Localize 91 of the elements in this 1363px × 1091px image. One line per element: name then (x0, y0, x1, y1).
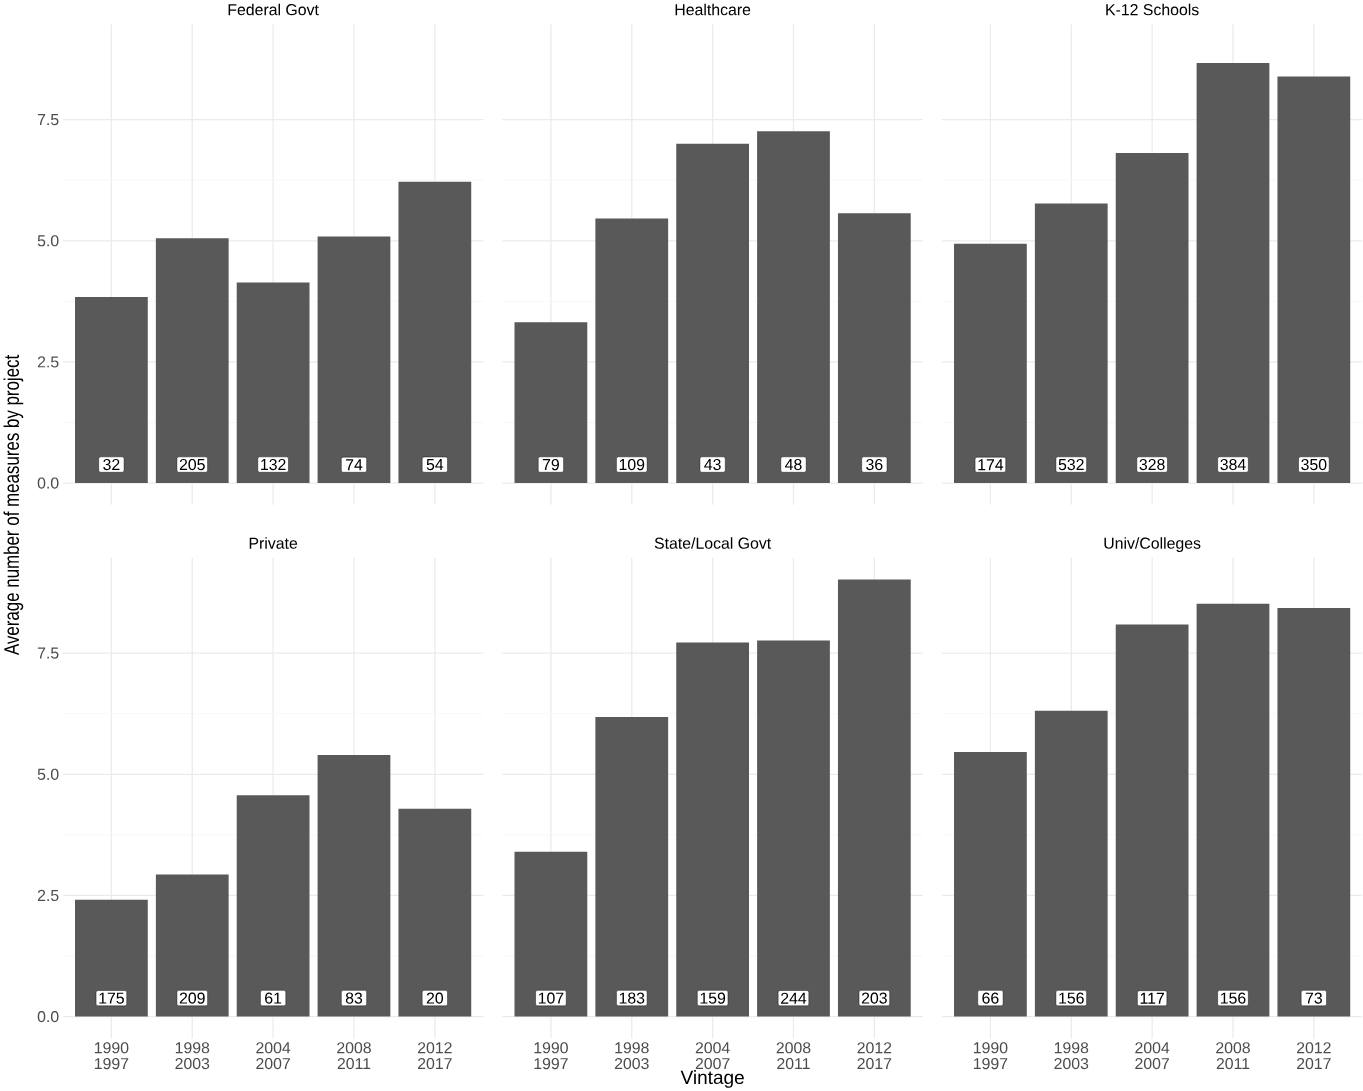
bar (1115, 624, 1189, 1017)
x-tick-label: 2008 2011 (1216, 1041, 1250, 1070)
annotation: 83 (345, 992, 363, 1004)
x-tick-label: 1998 2003 (175, 1041, 210, 1070)
bar (676, 642, 750, 1017)
bar (317, 236, 391, 483)
x-tick-label: 2004 2007 (1135, 1041, 1170, 1070)
y-tick-label: 0.0 (37, 477, 59, 489)
y-tick-label: 5.0 (37, 768, 59, 780)
y-tick-label: 7.5 (37, 113, 59, 125)
annotation: 109 (619, 458, 645, 470)
y-tick-label: 7.5 (37, 647, 59, 659)
bar (155, 874, 229, 1017)
bar (398, 181, 472, 483)
bar (954, 243, 1027, 483)
annotation: 117 (1140, 992, 1164, 1004)
x-axis-title: Vintage (680, 1069, 744, 1088)
bar (1196, 62, 1270, 483)
bar (75, 899, 148, 1017)
bar (155, 238, 229, 483)
x-tick-label: 2008 2011 (337, 1041, 371, 1070)
chart-title: Univ/Colleges (1104, 537, 1201, 552)
annotation: 384 (1220, 458, 1246, 470)
x-tick-label: 2012 2017 (418, 1041, 452, 1070)
annotation: 107 (538, 992, 564, 1004)
y-axis-title: Average number of measures by project (3, 354, 24, 655)
bar (1034, 203, 1108, 483)
x-tick-label: 1998 2003 (614, 1041, 649, 1070)
x-tick-label: 1990 1997 (94, 1041, 129, 1070)
annotation: 36 (866, 458, 883, 470)
bar (837, 579, 911, 1017)
bar (1196, 603, 1270, 1017)
annotation: 350 (1301, 458, 1327, 470)
bar (236, 282, 310, 483)
annotation: 244 (781, 992, 807, 1004)
annotation: 79 (542, 458, 559, 470)
x-tick-label: 1990 1997 (973, 1041, 1008, 1070)
annotation: 183 (619, 992, 645, 1004)
annotation: 73 (1305, 992, 1322, 1004)
bar (1115, 152, 1189, 483)
annotation: 61 (265, 992, 282, 1004)
x-tick-label: 2012 2017 (1297, 1041, 1331, 1070)
bar (757, 131, 830, 483)
annotation: 209 (179, 992, 205, 1004)
annotation: 156 (1220, 992, 1246, 1004)
y-tick-label: 5.0 (37, 234, 59, 247)
annotation: 156 (1059, 992, 1084, 1004)
bar (398, 808, 472, 1017)
annotation: 32 (103, 458, 120, 470)
bar (236, 794, 310, 1017)
annotation: 66 (982, 992, 999, 1004)
annotation: 174 (978, 459, 1004, 470)
bar (757, 640, 830, 1017)
annotation: 20 (426, 992, 444, 1004)
y-tick-label: 2.5 (37, 889, 59, 901)
annotation: 175 (99, 992, 124, 1004)
bar (954, 751, 1027, 1017)
x-tick-label: 2012 2017 (857, 1041, 892, 1070)
chart-title: K-12 Schools (1106, 3, 1199, 16)
bar (595, 716, 669, 1017)
bar (317, 754, 391, 1017)
bar (514, 322, 588, 483)
annotation: 43 (704, 458, 721, 470)
annotation: 205 (179, 458, 205, 470)
annotation: 328 (1139, 458, 1165, 470)
annotation: 132 (261, 458, 286, 470)
annotation: 48 (785, 458, 802, 470)
bar (837, 212, 911, 483)
x-tick-label: 2004 2007 (695, 1041, 730, 1070)
annotation: 203 (861, 992, 887, 1004)
chart-title: Private (249, 537, 298, 549)
bar (1277, 76, 1351, 483)
y-tick-label: 0.0 (37, 1010, 59, 1023)
annotation: 74 (345, 459, 363, 471)
bar (1277, 607, 1351, 1017)
bar (75, 296, 148, 483)
chart-title: State/Local Govt (654, 537, 772, 549)
annotation: 159 (700, 992, 726, 1004)
bar (676, 143, 750, 483)
x-tick-label: 1990 1997 (534, 1041, 568, 1070)
x-tick-label: 1998 2003 (1054, 1041, 1089, 1070)
bar (514, 851, 588, 1017)
annotation: 532 (1058, 458, 1084, 470)
y-tick-label: 2.5 (37, 356, 59, 368)
annotation: 54 (426, 458, 444, 470)
x-tick-label: 2008 2011 (776, 1041, 811, 1070)
bar (595, 218, 669, 483)
bar (1034, 710, 1108, 1017)
chart-title: Federal Govt (228, 3, 319, 16)
x-tick-label: 2004 2007 (256, 1041, 291, 1070)
chart-title: Healthcare (675, 3, 751, 16)
